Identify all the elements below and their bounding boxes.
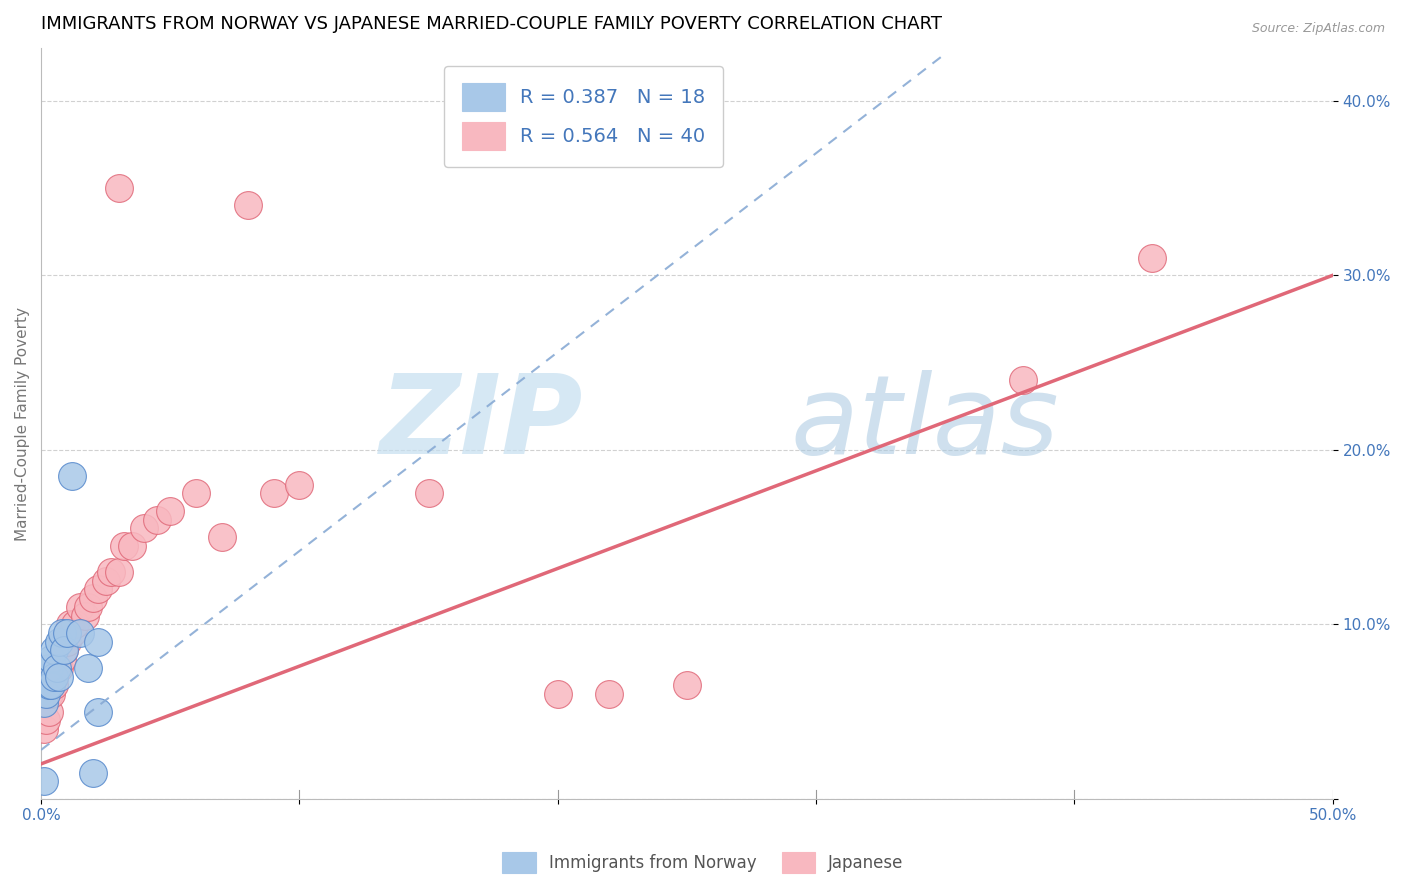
Point <box>45 661 67 675</box>
Point <box>32 774 55 789</box>
Point <box>38 705 60 719</box>
Point <box>87 582 110 597</box>
Point <box>121 539 143 553</box>
Point <box>41 678 63 692</box>
Point <box>60 626 83 640</box>
Point <box>42 670 65 684</box>
Point <box>69 599 91 614</box>
Point <box>41 687 63 701</box>
Y-axis label: Married-Couple Family Poverty: Married-Couple Family Poverty <box>15 307 30 541</box>
Text: ZIP: ZIP <box>380 370 583 477</box>
Legend: Immigrants from Norway, Japanese: Immigrants from Norway, Japanese <box>496 846 910 880</box>
Point <box>76 599 98 614</box>
Point <box>56 634 79 648</box>
Point <box>63 617 86 632</box>
Point <box>51 626 73 640</box>
Point <box>146 512 169 526</box>
Legend: R = 0.387   N = 18, R = 0.564   N = 40: R = 0.387 N = 18, R = 0.564 N = 40 <box>444 66 723 168</box>
Point <box>48 670 70 684</box>
Point <box>107 565 129 579</box>
Point <box>112 539 135 553</box>
Point <box>82 765 104 780</box>
Point <box>547 687 569 701</box>
Point <box>87 634 110 648</box>
Point <box>676 678 699 692</box>
Point <box>51 652 73 666</box>
Point <box>82 591 104 606</box>
Point <box>51 634 73 648</box>
Point <box>107 181 129 195</box>
Point <box>87 705 110 719</box>
Point <box>73 608 96 623</box>
Point <box>48 634 70 648</box>
Point <box>94 574 117 588</box>
Point <box>236 198 259 212</box>
Point <box>35 687 58 701</box>
Point <box>42 643 65 657</box>
Point <box>38 678 60 692</box>
Point <box>45 661 67 675</box>
Point <box>159 504 181 518</box>
Point <box>42 678 65 692</box>
Point <box>1011 373 1033 387</box>
Point <box>76 661 98 675</box>
Point <box>56 626 79 640</box>
Point <box>184 486 207 500</box>
Point <box>69 626 91 640</box>
Point <box>38 661 60 675</box>
Point <box>41 652 63 666</box>
Text: IMMIGRANTS FROM NORWAY VS JAPANESE MARRIED-COUPLE FAMILY POVERTY CORRELATION CHA: IMMIGRANTS FROM NORWAY VS JAPANESE MARRI… <box>41 15 942 33</box>
Text: atlas: atlas <box>790 370 1059 477</box>
Point <box>134 521 156 535</box>
Point <box>60 469 83 483</box>
Text: Source: ZipAtlas.com: Source: ZipAtlas.com <box>1251 22 1385 36</box>
Point <box>35 713 58 727</box>
Point <box>42 670 65 684</box>
Point <box>263 486 285 500</box>
Point <box>32 696 55 710</box>
Point <box>100 565 122 579</box>
Point <box>53 643 76 657</box>
Point <box>58 617 80 632</box>
Point <box>38 687 60 701</box>
Point <box>598 687 620 701</box>
Point <box>418 486 440 500</box>
Point <box>288 477 311 491</box>
Point <box>53 643 76 657</box>
Point <box>48 661 70 675</box>
Point <box>1140 251 1163 265</box>
Point <box>211 530 233 544</box>
Point <box>32 722 55 736</box>
